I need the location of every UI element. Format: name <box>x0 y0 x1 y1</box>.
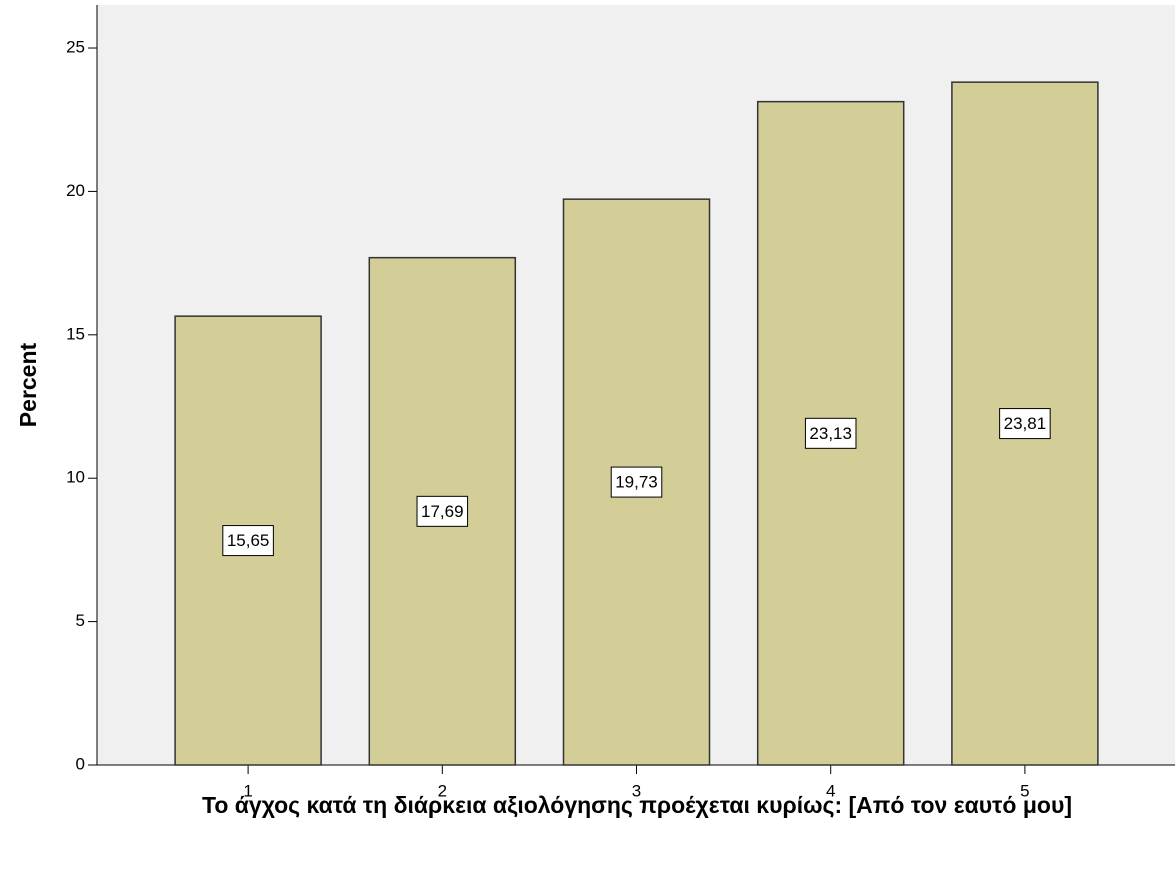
value-label-box <box>222 525 274 557</box>
value-label: 23,13 <box>809 424 852 443</box>
x-tick-label: 2 <box>438 781 447 800</box>
x-tick-label: 5 <box>1020 781 1029 800</box>
y-tick-label: 5 <box>76 611 85 630</box>
x-tick-label: 4 <box>826 781 835 800</box>
value-label-box <box>804 417 857 449</box>
value-label: 17,69 <box>421 502 464 521</box>
y-tick-label: 0 <box>76 754 85 773</box>
y-tick-label: 10 <box>66 468 85 487</box>
value-label-box <box>610 466 663 498</box>
x-tick-label: 3 <box>632 781 641 800</box>
value-label-box <box>416 495 469 527</box>
x-axis-label: Το άγχος κατά τη διάρκεια αξιολόγησης πρ… <box>201 792 1073 818</box>
value-label: 23,81 <box>1004 414 1047 433</box>
y-axis-label: Percent <box>15 342 41 427</box>
value-label-box <box>999 408 1051 440</box>
y-tick-label: 25 <box>66 38 85 57</box>
y-tick-label: 15 <box>66 324 85 343</box>
x-tick-label: 1 <box>243 781 252 800</box>
y-tick-label: 20 <box>66 181 85 200</box>
value-label: 15,65 <box>227 531 270 550</box>
value-label: 19,73 <box>615 473 658 492</box>
